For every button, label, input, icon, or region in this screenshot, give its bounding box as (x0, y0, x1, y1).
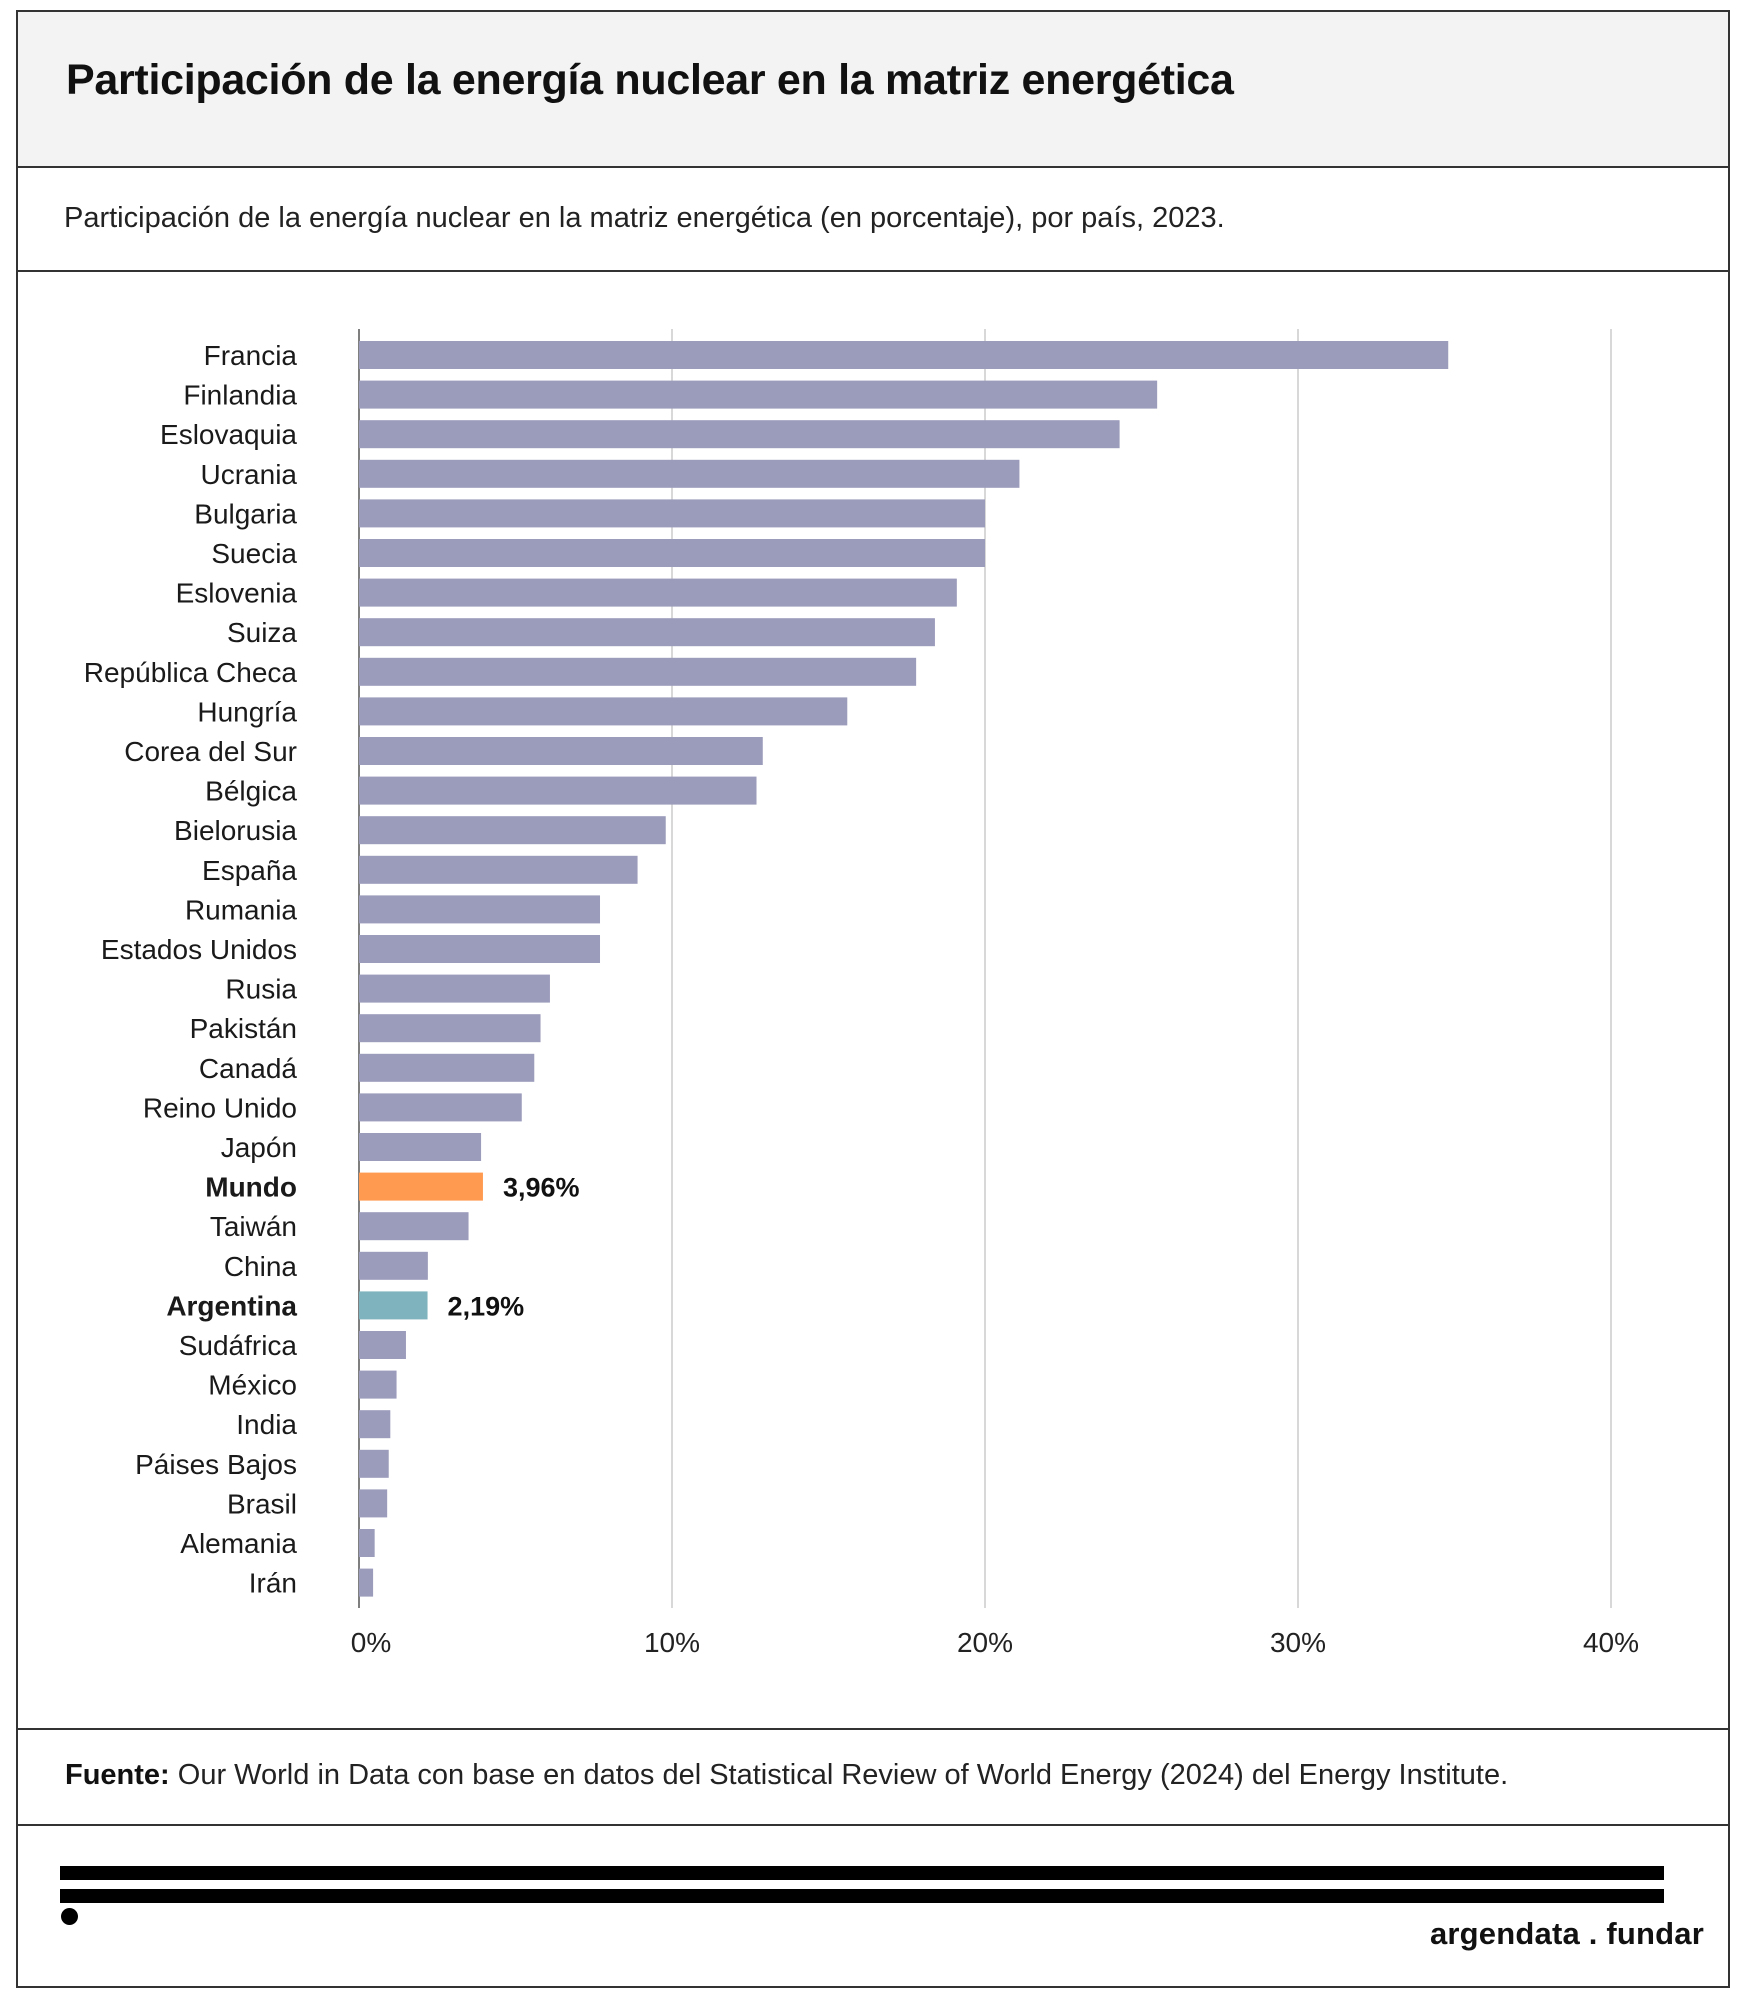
category-label: Francia (204, 340, 298, 371)
category-label: Hungría (197, 696, 297, 727)
bar (359, 1529, 375, 1557)
bar (359, 1568, 374, 1597)
header: Participación de la energía nuclear en l… (18, 12, 1728, 168)
logo-bar-top (60, 1866, 1664, 1880)
x-tick-label: 30% (1270, 1627, 1326, 1658)
bar (359, 578, 957, 607)
category-label: Corea del Sur (124, 736, 297, 767)
source-note: Fuente: Our World in Data con base en da… (65, 1759, 1508, 1792)
bar (359, 1093, 522, 1122)
x-tick-label: 10% (644, 1627, 700, 1658)
category-label: Brasil (227, 1488, 297, 1519)
category-label: Estados Unidos (101, 934, 297, 965)
category-label: Pakistán (190, 1013, 297, 1044)
category-label: Irán (249, 1568, 297, 1599)
bar (359, 499, 985, 528)
category-label: Bulgaria (194, 498, 297, 529)
subtitle-section: Participación de la energía nuclear en l… (18, 168, 1728, 272)
category-label: Eslovenia (176, 578, 298, 609)
category-label: Finlandia (183, 380, 297, 411)
bar (359, 1489, 388, 1518)
bar (359, 697, 848, 726)
category-label: Páises Bajos (135, 1449, 297, 1480)
bar (359, 737, 763, 765)
bar (359, 1251, 428, 1280)
bar (359, 341, 1449, 369)
data-label: 2,19% (448, 1291, 525, 1321)
source-label: Fuente: (65, 1759, 170, 1791)
bar (359, 855, 638, 884)
category-label: India (236, 1409, 297, 1440)
chart-title: Participación de la energía nuclear en l… (66, 56, 1234, 104)
bar (359, 1291, 428, 1320)
bar (359, 539, 985, 567)
category-label: China (224, 1251, 298, 1282)
bar (359, 459, 1020, 488)
bar (359, 1172, 483, 1201)
bar (359, 657, 917, 686)
bar (359, 1212, 469, 1241)
bar (359, 1331, 406, 1359)
bar (359, 1133, 482, 1161)
bar (359, 974, 550, 1003)
category-label: Argentina (166, 1290, 297, 1321)
category-label: Reino Unido (143, 1092, 297, 1123)
bar (359, 1449, 389, 1478)
category-label: Canadá (199, 1053, 298, 1084)
brand-logo: argendata . fundar (1429, 1916, 1704, 1951)
bar-chart: Francia Finlandia Eslovaquia Ucrania Bulgari… (84, 329, 1639, 1658)
logo-bar-bottom (60, 1889, 1664, 1903)
category-label: Ucrania (201, 459, 298, 490)
category-label: Japón (221, 1132, 297, 1163)
x-tick-label: 0% (351, 1627, 391, 1658)
chart-card: Participación de la energía nuclear en l… (16, 10, 1730, 1988)
bar (359, 618, 935, 647)
category-label: Alemania (180, 1528, 297, 1559)
logo-dot (61, 1908, 78, 1925)
bar (359, 816, 666, 845)
category-label: Rumania (185, 894, 297, 925)
bar (359, 935, 601, 963)
category-label: Sudáfrica (179, 1330, 298, 1361)
category-label: Bélgica (205, 776, 297, 807)
source-section: Fuente: Our World in Data con base en da… (18, 1730, 1728, 1826)
category-label: Bielorusia (174, 815, 297, 846)
category-label: Rusia (225, 974, 297, 1005)
bar (359, 1014, 541, 1043)
category-label: México (208, 1370, 297, 1401)
bar (359, 1053, 535, 1082)
category-label: Suecia (211, 538, 297, 569)
bar (359, 420, 1120, 449)
bar (359, 1370, 397, 1399)
x-tick-label: 40% (1583, 1627, 1639, 1658)
source-text: Our World in Data con base en datos del … (169, 1759, 1509, 1791)
chart-area: Francia Finlandia Eslovaquia Ucrania Bulgari… (18, 272, 1728, 1730)
bar (359, 380, 1158, 409)
chart-subtitle: Participación de la energía nuclear en l… (64, 202, 1225, 234)
bar (359, 776, 757, 805)
bar (359, 1410, 391, 1439)
bar (359, 895, 601, 924)
category-label: República Checa (84, 657, 298, 688)
x-tick-label: 20% (957, 1627, 1013, 1658)
category-label: España (202, 855, 297, 886)
category-label: Suiza (227, 617, 297, 648)
category-label: Mundo (205, 1172, 297, 1203)
category-label: Eslovaquia (160, 419, 297, 450)
data-label: 3,96% (503, 1173, 580, 1203)
category-label: Taiwán (210, 1211, 297, 1242)
